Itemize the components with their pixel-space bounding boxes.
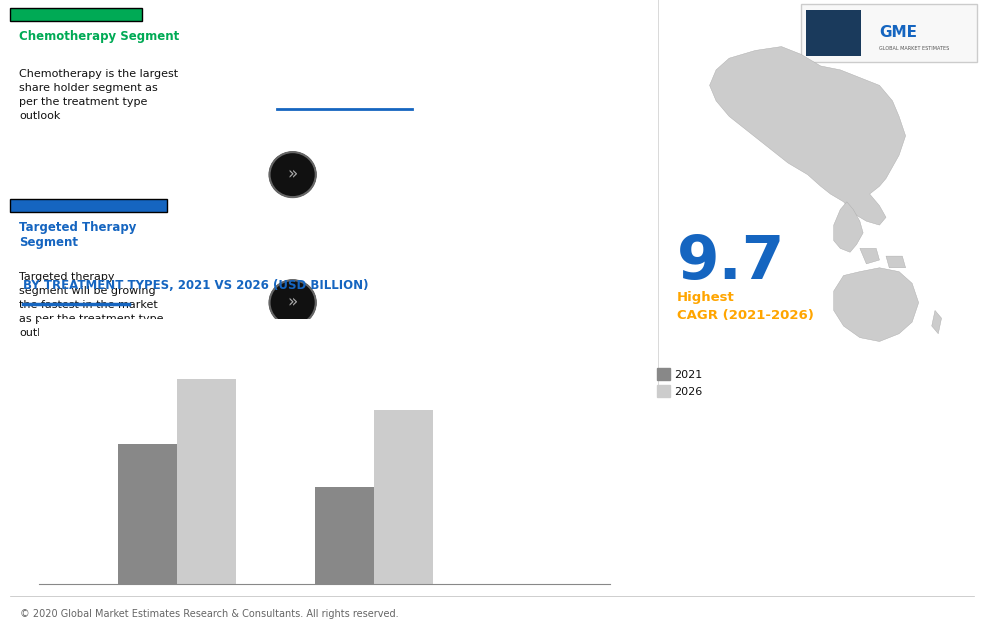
Text: Highest
CAGR (2021-2026): Highest CAGR (2021-2026): [677, 291, 814, 322]
Circle shape: [270, 152, 316, 197]
Text: BY TREATMENT TYPES, 2021 VS 2026 (USD BILLION): BY TREATMENT TYPES, 2021 VS 2026 (USD BI…: [23, 279, 369, 292]
Polygon shape: [833, 268, 919, 341]
Polygon shape: [932, 310, 942, 334]
Polygon shape: [886, 256, 905, 268]
Text: © 2020 Global Market Estimates Research & Consultants. All rights reserved.: © 2020 Global Market Estimates Research …: [20, 609, 399, 619]
Text: GME: GME: [880, 25, 917, 40]
Bar: [374, 410, 433, 584]
Bar: [118, 444, 177, 584]
Text: »: »: [287, 293, 298, 312]
Text: »: »: [287, 165, 298, 184]
FancyBboxPatch shape: [806, 9, 862, 56]
Text: Chemotherapy Segment: Chemotherapy Segment: [20, 30, 180, 43]
Polygon shape: [833, 202, 863, 252]
Text: ASIA PACIFIC  SARCOMA DRUGS
MARKET: ASIA PACIFIC SARCOMA DRUGS MARKET: [277, 11, 515, 40]
FancyBboxPatch shape: [801, 4, 977, 62]
Text: Targeted therapy
segment will be growing
the fastest in the market
as per the tr: Targeted therapy segment will be growing…: [20, 273, 164, 338]
Circle shape: [270, 280, 316, 325]
Text: GLOBAL MARKET ESTIMATES: GLOBAL MARKET ESTIMATES: [880, 46, 950, 51]
Legend: 2021, 2026: 2021, 2026: [652, 364, 707, 401]
Bar: [315, 487, 374, 584]
Text: Targeted Therapy
Segment: Targeted Therapy Segment: [20, 221, 137, 249]
FancyBboxPatch shape: [10, 199, 166, 212]
Polygon shape: [860, 249, 880, 264]
Text: 9.7: 9.7: [677, 233, 785, 292]
Text: Chemotherapy is the largest
share holder segment as
per the treatment type
outlo: Chemotherapy is the largest share holder…: [20, 69, 179, 121]
Polygon shape: [709, 47, 905, 225]
Bar: [177, 379, 236, 584]
FancyBboxPatch shape: [10, 8, 143, 21]
